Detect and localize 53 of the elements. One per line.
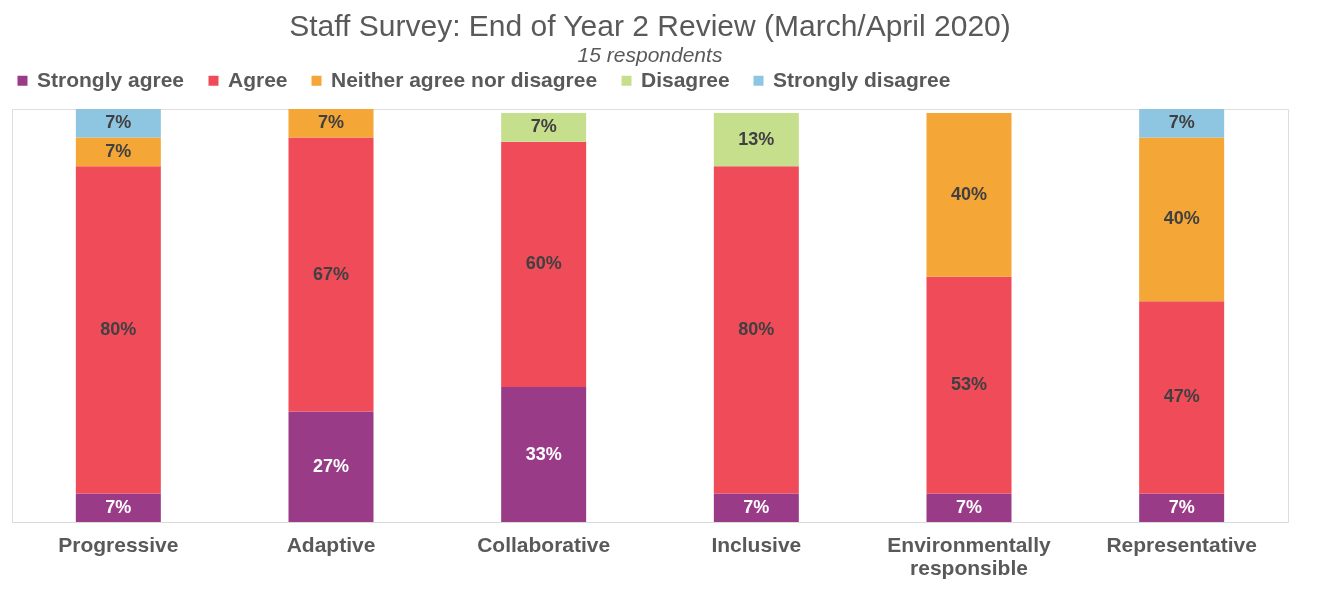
x-tick-label: Collaborative xyxy=(477,532,611,556)
legend-label: Strongly agree xyxy=(37,67,185,91)
chart-title: Staff Survey: End of Year 2 Review (March/April 2020) xyxy=(289,9,1011,42)
bar xyxy=(926,113,1012,277)
data-label: 7% xyxy=(1168,496,1195,517)
chart-subtitle: 15 respondents xyxy=(577,43,723,66)
bar xyxy=(501,387,587,522)
bar xyxy=(713,113,799,167)
bar xyxy=(713,493,799,522)
legend-label: Disagree xyxy=(641,67,730,91)
bar xyxy=(75,137,161,167)
data-label: 53% xyxy=(950,374,988,395)
x-tick-label: Adaptive xyxy=(286,532,376,556)
bar xyxy=(75,493,161,522)
data-label: 7% xyxy=(105,140,132,161)
data-label: 40% xyxy=(950,183,988,204)
bar xyxy=(288,109,374,138)
legend-label: Strongly disagree xyxy=(773,67,951,91)
data-label: 7% xyxy=(530,116,557,137)
data-label: 67% xyxy=(312,263,350,284)
bar xyxy=(288,411,374,522)
x-tick-label: Representative xyxy=(1106,532,1257,556)
data-label: 7% xyxy=(105,496,132,517)
bar xyxy=(288,137,374,412)
bar xyxy=(75,166,161,494)
data-label: 13% xyxy=(738,128,775,149)
bar xyxy=(713,166,799,494)
data-label: 80% xyxy=(100,318,137,339)
data-label: 40% xyxy=(1163,208,1200,229)
bar xyxy=(1139,137,1225,302)
data-label: 60% xyxy=(525,253,562,274)
legend-label: Agree xyxy=(228,67,288,91)
legend-label: Neither agree nor disagree xyxy=(331,67,598,91)
data-label: 7% xyxy=(105,112,132,133)
bar xyxy=(501,113,587,142)
bar xyxy=(501,141,587,388)
data-label: 33% xyxy=(525,443,562,464)
data-label: 47% xyxy=(1163,386,1200,407)
data-label: 7% xyxy=(743,496,770,517)
bar xyxy=(1139,301,1225,494)
x-tick-label: Progressive xyxy=(58,532,179,556)
data-label: 7% xyxy=(1168,112,1195,133)
data-label: 80% xyxy=(738,318,775,339)
data-label: 27% xyxy=(312,455,350,476)
data-label: 7% xyxy=(955,496,983,517)
bar xyxy=(1139,109,1225,138)
x-tick-label: Environmentally responsible xyxy=(887,532,1051,579)
bar xyxy=(926,276,1012,494)
x-tick-label: Inclusive xyxy=(711,532,802,556)
data-label: 7% xyxy=(317,112,345,133)
bar xyxy=(926,493,1012,522)
bar xyxy=(75,109,161,138)
bar xyxy=(1139,493,1225,522)
